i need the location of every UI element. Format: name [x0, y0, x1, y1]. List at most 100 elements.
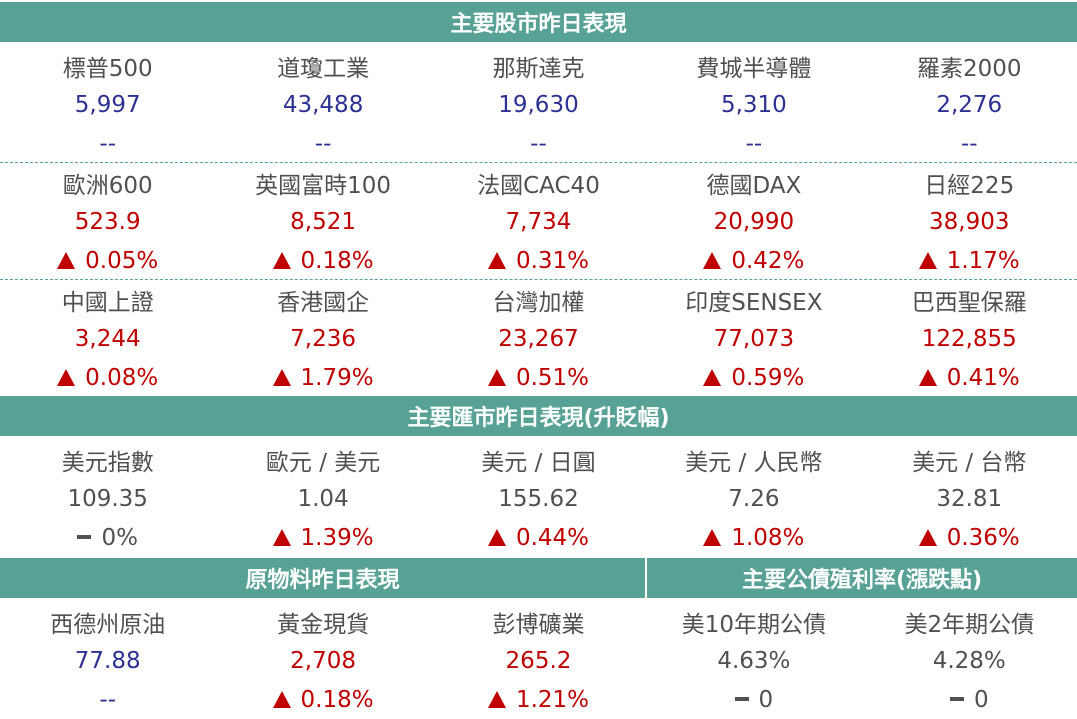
commodity-section-header: 原物料昨日表現 — [0, 558, 645, 598]
bond-name: 美2年期公債 — [904, 611, 1035, 638]
index-change: 0.51% — [431, 365, 646, 391]
commodity-bond-values-row: 77.88 2,708 265.2 4.63% 4.28% — [0, 641, 1077, 680]
index-name: 台灣加權 — [492, 289, 585, 316]
stock-values-row: 3,244 7,236 23,267 77,073 122,855 — [0, 319, 1077, 358]
flat-dash-icon — [734, 696, 749, 701]
bond-value: 4.63% — [717, 647, 791, 674]
index-change: 1.79% — [215, 365, 430, 391]
stock-section-title: 主要股市昨日表現 — [450, 12, 627, 37]
change-text: 0.44% — [515, 524, 590, 551]
stock-names-row: 歐洲600 英國富時100 法國CAC40 德國DAX 日經225 — [0, 163, 1077, 202]
index-change: 0.59% — [646, 365, 861, 391]
fx-change: 0.44% — [431, 525, 646, 551]
index-change: 0.05% — [0, 248, 215, 274]
flat-dash-icon — [949, 696, 964, 701]
index-value: 5,310 — [720, 91, 787, 118]
index-value: 77,073 — [713, 325, 795, 352]
stock-changes-row: 0.08% 1.79% 0.51% 0.59% 0.41% — [0, 358, 1077, 397]
stock-group-asia-em: 中國上證 香港國企 台灣加權 印度SENSEX 巴西聖保羅 3,244 7,23… — [0, 280, 1077, 397]
index-change: 0.18% — [215, 248, 430, 274]
change-text: 0.05% — [85, 247, 159, 274]
stock-values-row: 523.9 8,521 7,734 20,990 38,903 — [0, 202, 1077, 241]
up-triangle-icon — [918, 528, 937, 546]
change-text: 0.18% — [300, 247, 374, 274]
up-triangle-icon — [272, 368, 291, 386]
index-value: 122,855 — [921, 325, 1017, 352]
fx-name: 美元 / 人民幣 — [685, 449, 823, 476]
index-change: -- — [530, 130, 547, 157]
index-name: 香港國企 — [277, 289, 370, 316]
fx-values-row: 109.35 1.04 155.62 7.26 32.81 — [0, 479, 1077, 518]
stock-changes-row: -- -- -- -- -- — [0, 124, 1077, 163]
index-name: 德國DAX — [706, 172, 802, 199]
commodity-change: -- — [99, 686, 116, 713]
change-text: 1.21% — [515, 686, 590, 713]
index-change: 1.17% — [862, 248, 1077, 274]
commodity-change: 1.21% — [431, 687, 646, 713]
up-triangle-icon — [272, 690, 291, 708]
change-text: 1.08% — [731, 524, 805, 551]
index-name: 道瓊工業 — [277, 55, 370, 82]
change-text: 1.79% — [300, 364, 374, 391]
up-triangle-icon — [57, 368, 76, 386]
fx-name: 美元 / 日圓 — [481, 449, 596, 476]
fx-section-title: 主要匯市昨日表現(升貶幅) — [407, 406, 670, 431]
bond-value: 4.28% — [932, 647, 1006, 674]
commodity-bond-group: 西德州原油 黃金現貨 彭博礦業 美10年期公債 美2年期公債 77.88 2,7… — [0, 602, 1077, 719]
index-name: 巴西聖保羅 — [911, 289, 1027, 316]
index-change: 0.31% — [431, 248, 646, 274]
index-change: -- — [960, 130, 978, 157]
stock-names-row: 標普500 道瓊工業 那斯達克 費城半導體 羅素2000 — [0, 46, 1077, 85]
stock-section-header: 主要股市昨日表現 — [0, 2, 1077, 42]
up-triangle-icon — [703, 528, 722, 546]
change-text: 0.36% — [946, 524, 1020, 551]
up-triangle-icon — [487, 251, 506, 269]
up-triangle-icon — [703, 251, 722, 269]
bond-section-title: 主要公債殖利率(漲跌點) — [741, 568, 983, 593]
commodity-value: 2,708 — [290, 647, 357, 674]
change-text: 0 — [973, 686, 989, 713]
up-triangle-icon — [57, 251, 76, 269]
index-value: 7,236 — [290, 325, 357, 352]
index-change: 0.41% — [862, 365, 1077, 391]
commodity-name: 西德州原油 — [50, 611, 166, 638]
index-name: 英國富時100 — [255, 172, 392, 199]
index-name: 印度SENSEX — [685, 289, 823, 316]
change-text: 1.17% — [946, 247, 1020, 274]
index-value: 23,267 — [498, 325, 579, 352]
up-triangle-icon — [703, 368, 722, 386]
fx-name: 美元指數 — [61, 449, 154, 476]
fx-change: 0% — [0, 525, 215, 551]
index-name: 歐洲600 — [62, 172, 153, 199]
change-text: 0.41% — [946, 364, 1020, 391]
stock-names-row: 中國上證 香港國企 台灣加權 印度SENSEX 巴西聖保羅 — [0, 280, 1077, 319]
index-name: 標普500 — [62, 55, 153, 82]
up-triangle-icon — [918, 251, 937, 269]
fx-section-header: 主要匯市昨日表現(升貶幅) — [0, 396, 1077, 436]
index-name: 法國CAC40 — [477, 172, 600, 199]
index-value: 3,244 — [74, 325, 141, 352]
up-triangle-icon — [272, 528, 291, 546]
index-value: 7,734 — [505, 208, 572, 235]
commodity-bond-changes-row: -- 0.18% 1.21% 0 0 — [0, 680, 1077, 719]
index-name: 費城半導體 — [696, 55, 812, 82]
commodity-change: 0.18% — [215, 687, 430, 713]
flat-dash-icon — [77, 534, 92, 539]
fx-group: 美元指數 歐元 / 美元 美元 / 日圓 美元 / 人民幣 美元 / 台幣 10… — [0, 440, 1077, 557]
bond-section-header: 主要公債殖利率(漲跌點) — [647, 558, 1077, 598]
stock-group-europe-japan: 歐洲600 英國富時100 法國CAC40 德國DAX 日經225 523.9 … — [0, 163, 1077, 280]
commodity-bond-names-row: 西德州原油 黃金現貨 彭博礦業 美10年期公債 美2年期公債 — [0, 602, 1077, 641]
index-value: 20,990 — [713, 208, 795, 235]
index-change: -- — [314, 130, 332, 157]
fx-names-row: 美元指數 歐元 / 美元 美元 / 日圓 美元 / 人民幣 美元 / 台幣 — [0, 440, 1077, 479]
index-change: -- — [99, 130, 116, 157]
fx-value: 32.81 — [936, 485, 1003, 512]
index-name: 那斯達克 — [492, 55, 585, 82]
fx-value: 109.35 — [67, 485, 148, 512]
up-triangle-icon — [487, 690, 506, 708]
index-value: 2,276 — [936, 91, 1003, 118]
index-name: 中國上證 — [61, 289, 154, 316]
up-triangle-icon — [272, 251, 291, 269]
bond-name: 美10年期公債 — [681, 611, 826, 638]
